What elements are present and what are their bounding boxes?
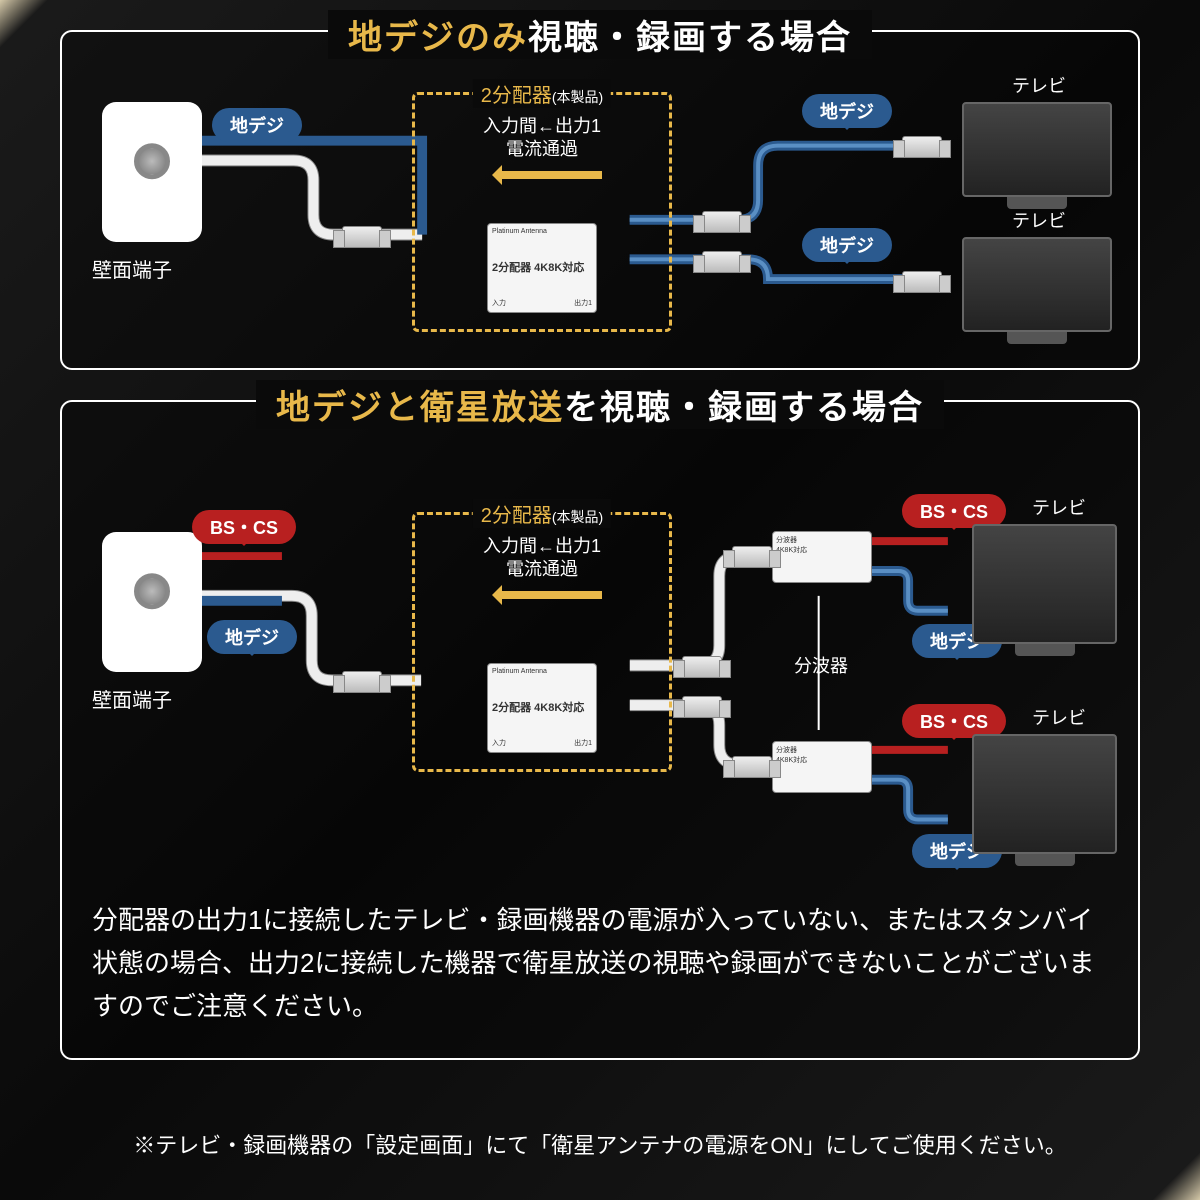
chip-bscs-tv2: BS・CS [902, 704, 1006, 738]
tv2-label-panel2: テレビ [1032, 704, 1086, 730]
connector-p2-out1 [682, 656, 722, 678]
panel-chideji-only: 地デジのみ視聴・録画する場合 壁面端子 地デジ 2分配器(本製品) 入力間←出力… [60, 30, 1140, 370]
splitter-box-2: 2分配器(本製品) 入力間←出力1 電流通過 Platinum Antenna … [412, 512, 672, 772]
panel2-description: 分配器の出力1に接続したテレビ・録画機器の電源が入っていない、またはスタンバイ状… [92, 899, 1108, 1028]
device2-out1-label: 出力1 [574, 738, 592, 748]
connector-p1-out1 [702, 211, 742, 233]
splitter-arrow-2 [482, 587, 602, 603]
chip-chideji-tv2: 地デジ [802, 228, 892, 262]
splitter-label-1: 2分配器(本製品) [473, 79, 611, 108]
tv1-label-panel1: テレビ [1012, 72, 1066, 98]
connector-p2-in [342, 671, 382, 693]
splitter-arrow-1 [482, 167, 602, 183]
tv1-panel2 [972, 524, 1117, 644]
device-out1-label: 出力1 [574, 298, 592, 308]
device-model: 2分配器 4K8K対応 [492, 259, 592, 275]
splitter-note-1: 入力間←出力1 電流通過 [415, 115, 669, 162]
splitter-device-2: Platinum Antenna 2分配器 4K8K対応 入力 出力1 [487, 663, 597, 753]
tv2-label-panel1: テレビ [1012, 207, 1066, 233]
connector-sep2-in [732, 756, 772, 778]
splitter-label-main-1: 2分配器 [481, 85, 552, 107]
panel1-diagram: 壁面端子 地デジ 2分配器(本製品) 入力間←出力1 電流通過 Platinum… [62, 32, 1138, 368]
connector-p1-tv2 [902, 271, 942, 293]
tv2-panel2 [972, 734, 1117, 854]
connector-p1-out2 [702, 251, 742, 273]
splitter-note-line2: 電流通過 [506, 139, 578, 159]
tv1-label-panel2: テレビ [1032, 494, 1086, 520]
separator-label: 分波器 [794, 652, 848, 678]
connector-p2-out2 [682, 696, 722, 718]
device2-model: 2分配器 4K8K対応 [492, 699, 592, 715]
device2-brand: Platinum Antenna [492, 668, 592, 675]
connector-sep1-in [732, 546, 772, 568]
device2-in-label: 入力 [492, 738, 506, 748]
separator-2: 分波器4K8K対応 [772, 741, 872, 793]
splitter-note2-line1: 入力間←出力1 [483, 536, 601, 556]
panel2-diagram: 壁面端子 BS・CS 地デジ 2分配器(本製品) 入力間←出力1 電流通過 Pl… [62, 402, 1138, 1058]
separator-1: 分波器4K8K対応 [772, 531, 872, 583]
connector-p1-in [342, 226, 382, 248]
wall-label-2: 壁面端子 [92, 684, 172, 713]
device-brand: Platinum Antenna [492, 228, 592, 235]
splitter-box-1: 2分配器(本製品) 入力間←出力1 電流通過 Platinum Antenna … [412, 92, 672, 332]
chip-chideji-tv1: 地デジ [802, 94, 892, 128]
chip-bscs-tv1: BS・CS [902, 494, 1006, 528]
chip-chideji-in: 地デジ [212, 108, 302, 142]
tv1-panel1 [962, 102, 1112, 197]
device-in-label: 入力 [492, 298, 506, 308]
chip-chideji-in-2: 地デジ [207, 620, 297, 654]
splitter-label-sub-2: (本製品) [552, 509, 603, 525]
chip-bscs-in: BS・CS [192, 510, 296, 544]
footnote: ※テレビ・録画機器の「設定画面」にて「衛星アンテナの電源をON」にしてご使用くだ… [133, 1128, 1066, 1160]
splitter-label-2: 2分配器(本製品) [473, 499, 611, 528]
splitter-note2-line2: 電流通過 [506, 559, 578, 579]
wall-outlet-2 [102, 532, 202, 672]
wall-label-1: 壁面端子 [92, 254, 172, 283]
splitter-label-main-2: 2分配器 [481, 505, 552, 527]
splitter-device-1: Platinum Antenna 2分配器 4K8K対応 入力 出力1 [487, 223, 597, 313]
panel-chideji-satellite: 地デジと衛星放送を視聴・録画する場合 [60, 400, 1140, 1060]
wall-outlet-1 [102, 102, 202, 242]
tv2-panel1 [962, 237, 1112, 332]
splitter-note-line1: 入力間←出力1 [483, 116, 601, 136]
splitter-label-sub-1: (本製品) [552, 89, 603, 105]
splitter-note-2: 入力間←出力1 電流通過 [415, 535, 669, 582]
connector-p1-tv1 [902, 136, 942, 158]
